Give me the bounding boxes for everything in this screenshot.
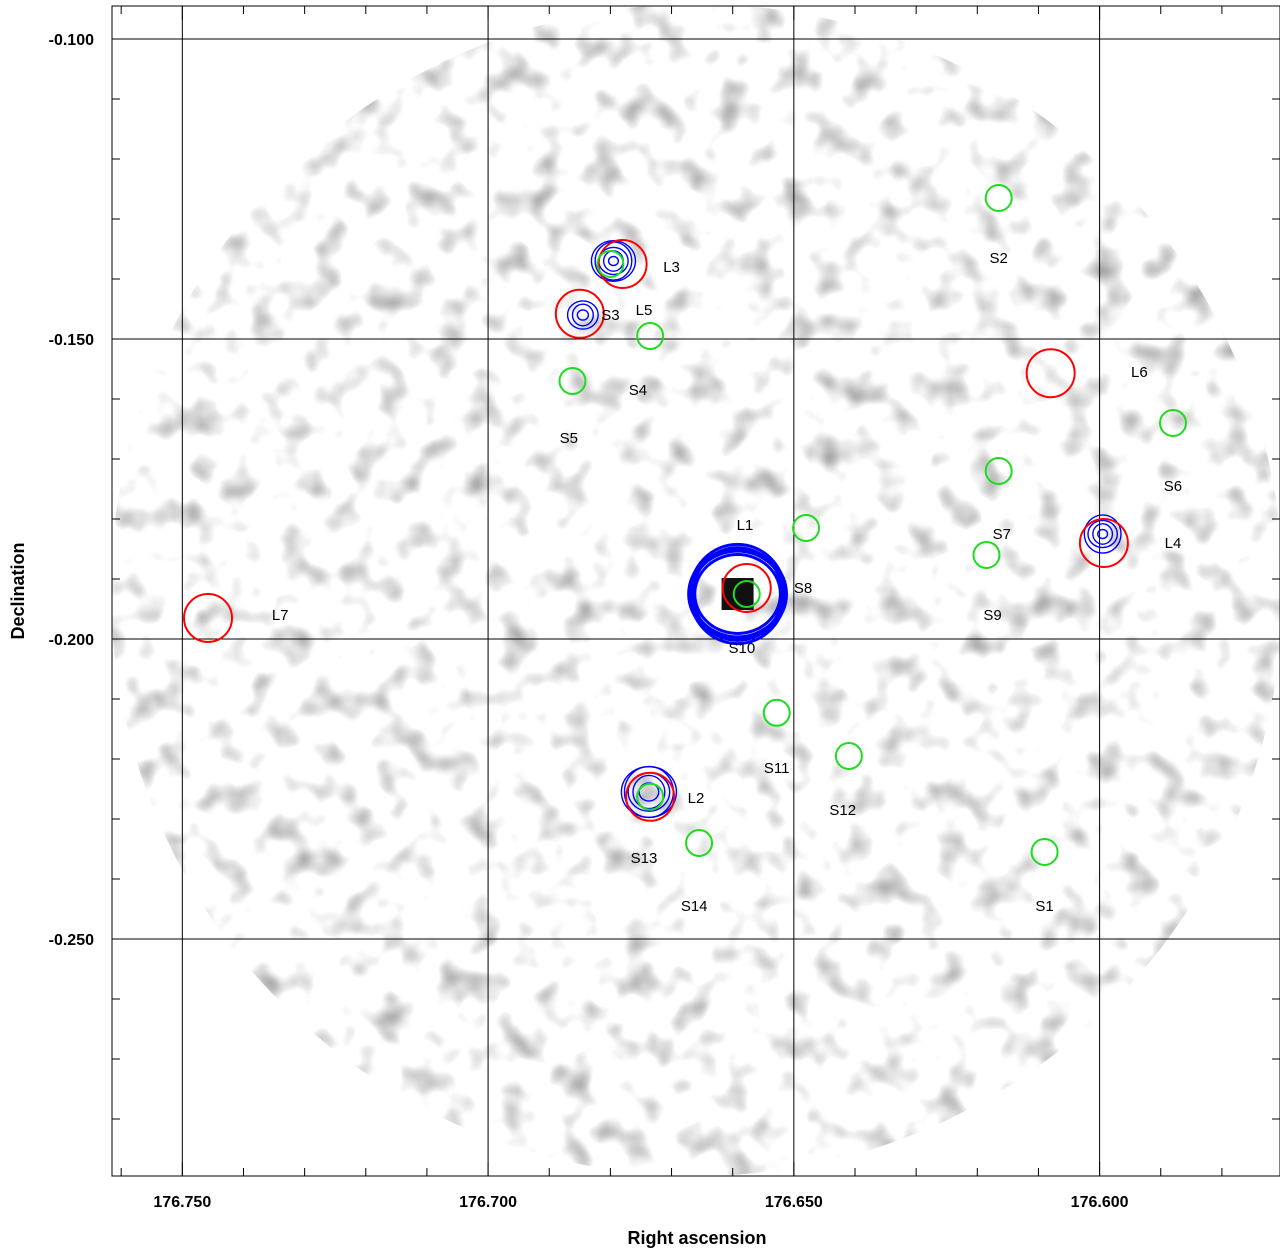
x-tick-label: 176.600 [1071,1194,1129,1211]
contour-ring [571,303,594,327]
source-label-s7: S7 [993,526,1011,543]
bright-source-core [721,578,754,610]
marker-l5 [554,288,605,339]
contour-ring [687,547,789,641]
marker-l7 [183,593,234,643]
source-label-l7: L7 [272,607,289,624]
axis-ticks: 176.750 176.700 176.650 176.600 -0.100 -0.150… [49,6,1280,1211]
source-label-s8: S8 [794,580,812,597]
contour-ring [607,255,620,267]
marker-s11 [762,698,791,727]
source-label-s12: S12 [829,802,856,819]
contour-ring [1097,528,1109,540]
source-label-s5: S5 [560,430,578,447]
source-label-s10: S10 [729,640,756,657]
contour-ring [1083,514,1122,554]
y-tick-label: -0.200 [49,632,94,649]
contour-ring [566,300,599,330]
marker-s5 [558,367,587,395]
source-label-l2: L2 [688,790,705,807]
marker-l3 [597,239,648,289]
source-label-s14: S14 [681,898,708,915]
x-tick-label: 176.650 [765,1194,823,1211]
marker-l4 [1078,518,1129,568]
contour-ring [632,774,666,810]
source-label-s2: S2 [990,250,1008,267]
source-label-l6: L6 [1131,364,1148,381]
x-axis-title: Right ascension [627,1228,766,1248]
x-tick-label: 176.750 [153,1194,211,1211]
y-tick-label: -0.100 [49,32,94,49]
y-tick-label: -0.150 [49,332,94,349]
source-label-s3: S3 [601,307,619,324]
marker-l6 [1025,348,1076,399]
contour-ring [1087,519,1119,549]
grid-lines [112,6,1280,1176]
source-label-layer: L1 L2 L3 L4 L5 L6 L7 S1 S2 S3 S4 S5 S6 S7 S8 S9 S10 S11 S1… [272,250,1182,915]
contour-ring [576,309,590,321]
marker-s8 [792,514,821,542]
marker-s10 [732,580,761,608]
marker-s12 [834,742,863,770]
marker-s1 [1030,838,1059,866]
marker-l2 [625,771,676,822]
source-label-s6: S6 [1164,478,1182,495]
contour-ring [693,553,782,635]
source-label-l1: L1 [737,517,754,534]
contour-ring [620,765,678,819]
source-label-s11: S11 [764,760,790,777]
source-label-s9: S9 [983,607,1001,624]
source-marker-layer [183,184,1187,866]
marker-s6 [1158,409,1187,437]
plot-frame [111,5,1280,1177]
y-tick-label: -0.250 [49,932,94,949]
source-label-s1: S1 [1035,898,1053,915]
contour-ring [590,239,637,283]
source-label-l4: L4 [1165,535,1182,552]
marker-s13 [636,782,665,811]
source-label-s13: S13 [631,850,658,867]
marker-s14 [685,829,714,857]
marker-l1 [721,563,772,613]
plot-area: L1 L2 L3 L4 L5 L6 L7 S1 S2 S3 S4 S5 S6 S7 S8 S9 S10 S11 S1… [112,6,1280,1176]
source-label-l3: L3 [663,259,680,276]
contour-ring [1092,523,1114,545]
marker-s3 [596,250,625,278]
source-label-l5: L5 [636,302,653,319]
x-tick-label: 176.700 [459,1194,517,1211]
marker-s2 [984,184,1013,212]
marker-s4 [636,322,665,350]
source-label-s4: S4 [629,382,647,399]
marker-s9 [972,541,1001,569]
marker-s7 [984,457,1013,485]
y-axis-title: Declination [8,542,28,639]
